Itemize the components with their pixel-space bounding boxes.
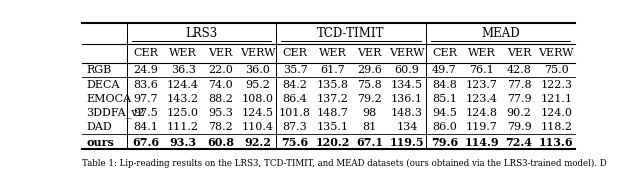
Text: 95.3: 95.3 (208, 108, 233, 118)
Text: 35.7: 35.7 (283, 65, 307, 75)
Text: 135.1: 135.1 (316, 122, 348, 132)
Text: 3DDFA_v2: 3DDFA_v2 (86, 108, 145, 118)
Text: 75.0: 75.0 (544, 65, 569, 75)
Text: 86.0: 86.0 (432, 122, 457, 132)
Text: 75.6: 75.6 (282, 137, 308, 148)
Text: 124.4: 124.4 (167, 80, 199, 90)
Text: Table 1: Lip-reading results on the LRS3, TCD-TIMIT, and MEAD datasets (ours obt: Table 1: Lip-reading results on the LRS3… (83, 159, 607, 168)
Text: 93.3: 93.3 (170, 137, 196, 148)
Text: 110.4: 110.4 (242, 122, 274, 132)
Text: 124.5: 124.5 (242, 108, 274, 118)
Text: VER: VER (208, 49, 232, 58)
Text: 136.1: 136.1 (391, 94, 423, 104)
Text: 42.8: 42.8 (507, 65, 531, 75)
Text: CER: CER (133, 49, 158, 58)
Text: VER: VER (358, 49, 382, 58)
Text: 72.4: 72.4 (506, 137, 532, 148)
Text: 85.1: 85.1 (432, 94, 457, 104)
Text: 94.5: 94.5 (432, 108, 457, 118)
Text: 78.2: 78.2 (208, 122, 233, 132)
Text: 108.0: 108.0 (242, 94, 274, 104)
Text: 83.6: 83.6 (133, 80, 158, 90)
Text: 148.3: 148.3 (391, 108, 423, 118)
Text: 111.2: 111.2 (167, 122, 199, 132)
Text: 29.6: 29.6 (357, 65, 382, 75)
Text: 87.3: 87.3 (283, 122, 307, 132)
Text: 92.2: 92.2 (244, 137, 271, 148)
Text: EMOCA: EMOCA (86, 94, 131, 104)
Text: DAD: DAD (86, 122, 112, 132)
Text: 79.9: 79.9 (507, 122, 531, 132)
Text: WER: WER (169, 49, 197, 58)
Text: VER: VER (507, 49, 531, 58)
Text: 124.0: 124.0 (540, 108, 572, 118)
Text: 77.9: 77.9 (507, 94, 531, 104)
Text: WER: WER (468, 49, 495, 58)
Text: 137.2: 137.2 (316, 94, 348, 104)
Text: VERW: VERW (539, 49, 574, 58)
Text: 113.6: 113.6 (539, 137, 573, 148)
Text: 98: 98 (363, 108, 377, 118)
Text: WER: WER (319, 49, 346, 58)
Text: 135.8: 135.8 (316, 80, 348, 90)
Text: 36.0: 36.0 (245, 65, 270, 75)
Text: CER: CER (432, 49, 457, 58)
Text: 67.6: 67.6 (132, 137, 159, 148)
Text: 122.3: 122.3 (540, 80, 572, 90)
Text: 101.8: 101.8 (279, 108, 311, 118)
Text: 119.5: 119.5 (390, 137, 424, 148)
Text: 123.7: 123.7 (466, 80, 498, 90)
Text: 88.2: 88.2 (208, 94, 233, 104)
Text: 36.3: 36.3 (171, 65, 196, 75)
Text: 90.2: 90.2 (507, 108, 531, 118)
Text: VERW: VERW (240, 49, 275, 58)
Text: 119.7: 119.7 (466, 122, 498, 132)
Text: 24.9: 24.9 (133, 65, 158, 75)
Text: 84.8: 84.8 (432, 80, 457, 90)
Text: 134.5: 134.5 (391, 80, 423, 90)
Text: 60.8: 60.8 (207, 137, 234, 148)
Text: 84.2: 84.2 (283, 80, 307, 90)
Text: 114.9: 114.9 (465, 137, 499, 148)
Text: TCD-TIMIT: TCD-TIMIT (317, 27, 385, 40)
Text: 97.5: 97.5 (133, 108, 158, 118)
Text: 95.2: 95.2 (245, 80, 270, 90)
Text: LRS3: LRS3 (186, 27, 218, 40)
Text: 77.8: 77.8 (507, 80, 531, 90)
Text: 97.7: 97.7 (134, 94, 158, 104)
Text: 84.1: 84.1 (133, 122, 158, 132)
Text: 123.4: 123.4 (466, 94, 498, 104)
Text: 49.7: 49.7 (432, 65, 457, 75)
Text: 125.0: 125.0 (167, 108, 199, 118)
Text: 61.7: 61.7 (320, 65, 345, 75)
Text: 143.2: 143.2 (167, 94, 199, 104)
Text: VERW: VERW (389, 49, 425, 58)
Text: 148.7: 148.7 (316, 108, 348, 118)
Text: 79.2: 79.2 (357, 94, 382, 104)
Text: DECA: DECA (86, 80, 120, 90)
Text: 67.1: 67.1 (356, 137, 383, 148)
Text: 121.1: 121.1 (540, 94, 572, 104)
Text: 118.2: 118.2 (540, 122, 572, 132)
Text: 22.0: 22.0 (208, 65, 233, 75)
Text: 74.0: 74.0 (208, 80, 233, 90)
Text: 86.4: 86.4 (283, 94, 307, 104)
Text: 134: 134 (396, 122, 418, 132)
Text: ours: ours (86, 137, 114, 148)
Text: 81: 81 (363, 122, 377, 132)
Text: MEAD: MEAD (481, 27, 520, 40)
Text: CER: CER (283, 49, 307, 58)
Text: 79.6: 79.6 (431, 137, 458, 148)
Text: 76.1: 76.1 (469, 65, 494, 75)
Text: 60.9: 60.9 (395, 65, 419, 75)
Text: 75.8: 75.8 (357, 80, 382, 90)
Text: RGB: RGB (86, 65, 111, 75)
Text: 124.8: 124.8 (466, 108, 498, 118)
Text: 120.2: 120.2 (316, 137, 349, 148)
